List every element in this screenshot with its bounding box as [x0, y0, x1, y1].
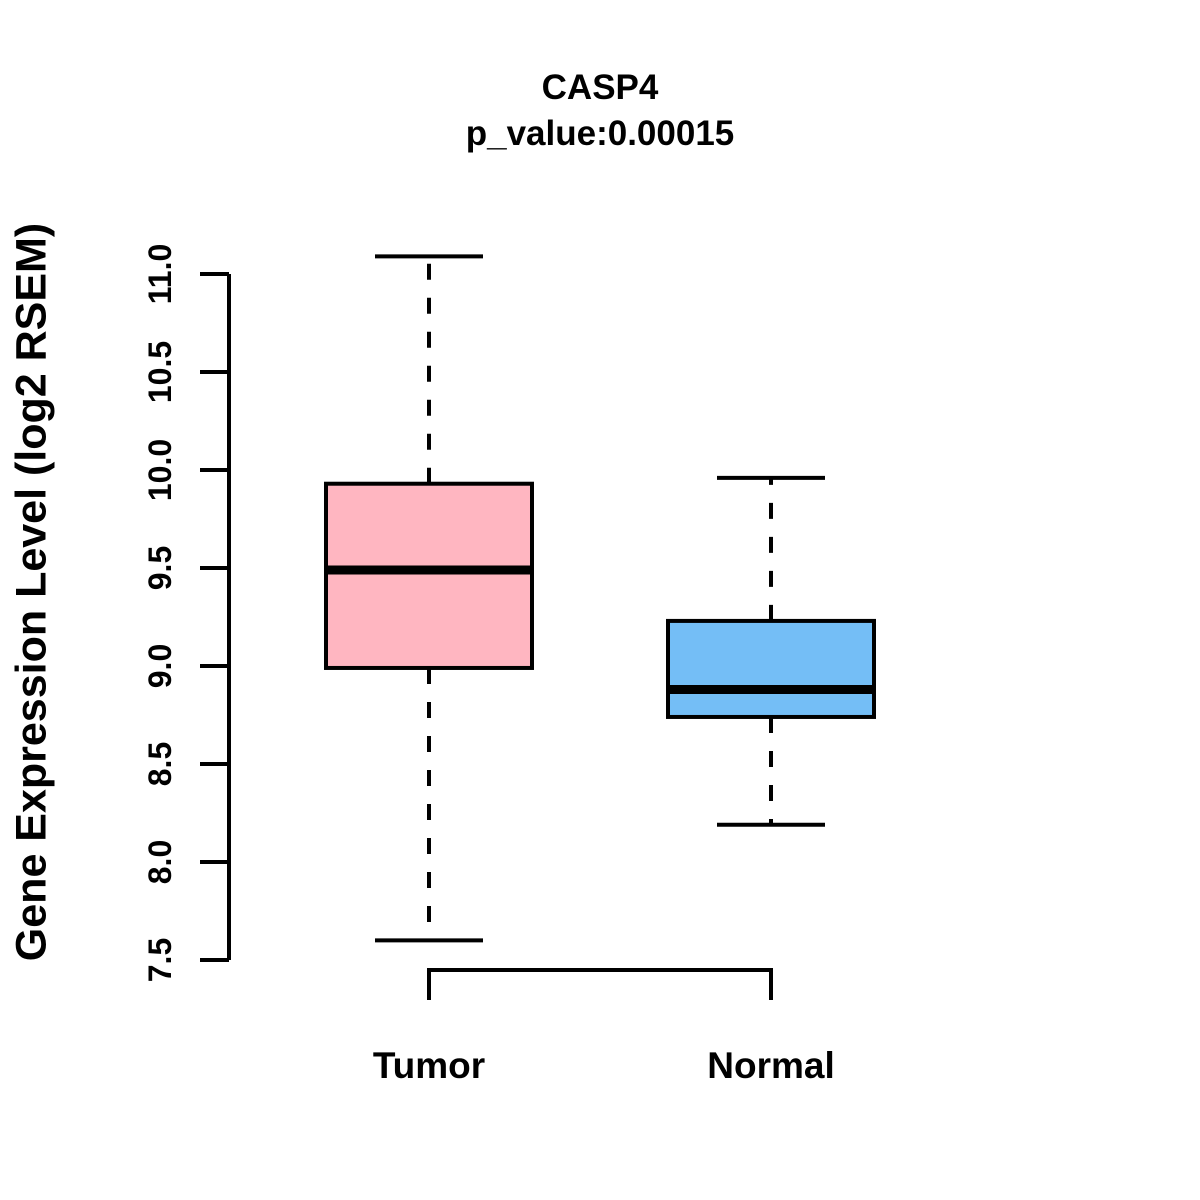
- chart-subtitle: p_value:0.00015: [465, 114, 735, 153]
- y-axis-tick-label: 8.5: [142, 742, 178, 786]
- tumor-box: [324, 481, 534, 670]
- y-axis-tick-label: 10.0: [142, 439, 178, 501]
- x-axis-line: [427, 968, 773, 1000]
- y-axis-tick-label: 7.5: [142, 938, 178, 982]
- chart-title: CASP4: [541, 68, 659, 107]
- y-axis-tick-label: 9.5: [142, 546, 178, 590]
- y-axis-tick-label: 9.0: [142, 644, 178, 688]
- x-axis-category-label: Tumor: [373, 1045, 485, 1086]
- y-axis-tick-label: 8.0: [142, 840, 178, 884]
- x-axis-category-label: Normal: [707, 1045, 834, 1086]
- y-axis-tick-label: 10.5: [142, 341, 178, 403]
- y-axis-tick-label: 11.0: [142, 244, 178, 305]
- normal-box: [666, 618, 876, 719]
